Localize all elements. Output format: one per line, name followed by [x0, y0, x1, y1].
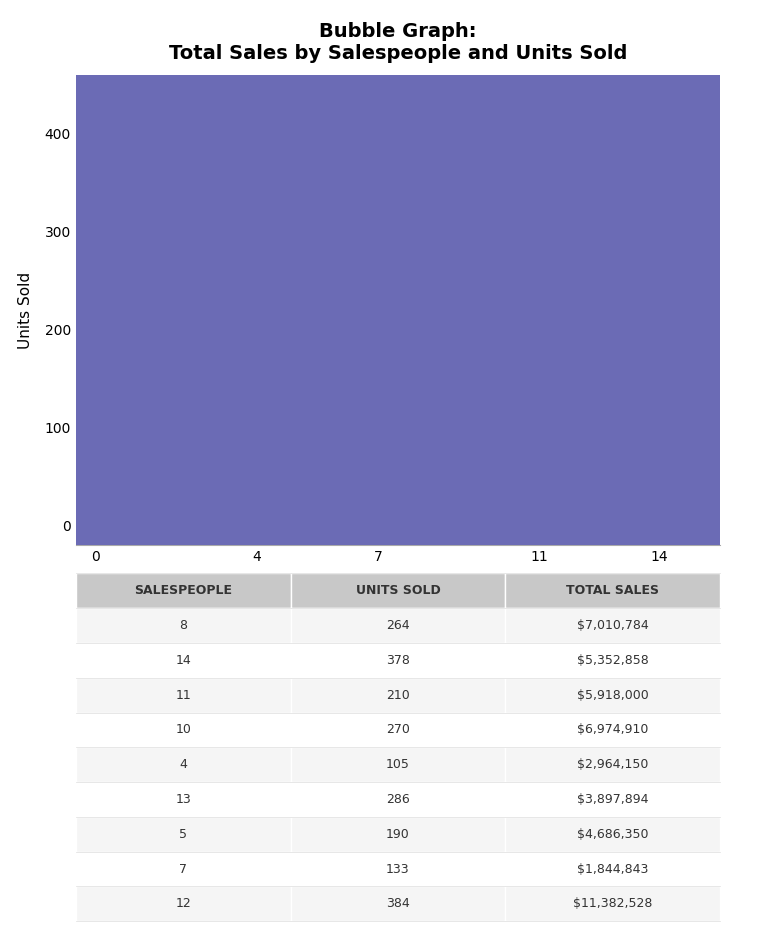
FancyBboxPatch shape	[506, 713, 720, 747]
FancyBboxPatch shape	[290, 713, 506, 747]
Text: 13: 13	[175, 793, 191, 806]
Point	[412, 259, 424, 274]
FancyBboxPatch shape	[76, 852, 290, 886]
Text: $6,974,910: $6,974,910	[577, 724, 648, 736]
FancyBboxPatch shape	[506, 678, 720, 713]
Text: $4,686,350: $4,686,350	[577, 828, 648, 840]
Text: 10: 10	[175, 724, 191, 736]
Point	[493, 254, 505, 269]
FancyBboxPatch shape	[290, 852, 506, 886]
FancyBboxPatch shape	[506, 747, 720, 782]
FancyBboxPatch shape	[76, 817, 290, 852]
FancyBboxPatch shape	[506, 852, 720, 886]
Text: 7: 7	[179, 863, 187, 875]
Text: 286: 286	[386, 793, 410, 806]
FancyBboxPatch shape	[290, 573, 506, 608]
FancyBboxPatch shape	[506, 886, 720, 921]
Text: 384: 384	[386, 898, 410, 910]
FancyBboxPatch shape	[290, 817, 506, 852]
FancyBboxPatch shape	[290, 782, 506, 817]
Text: $7,010,784: $7,010,784	[577, 619, 649, 632]
Title: Bubble Graph:
Total Sales by Salespeople and Units Sold: Bubble Graph: Total Sales by Salespeople…	[169, 22, 627, 63]
FancyBboxPatch shape	[290, 643, 506, 678]
Text: $1,844,843: $1,844,843	[577, 863, 648, 875]
Point	[653, 148, 666, 163]
Point	[291, 332, 303, 347]
FancyBboxPatch shape	[76, 608, 290, 643]
FancyBboxPatch shape	[290, 886, 506, 921]
FancyBboxPatch shape	[290, 608, 506, 643]
FancyBboxPatch shape	[76, 643, 290, 678]
Text: 190: 190	[386, 828, 410, 840]
Text: $2,964,150: $2,964,150	[577, 759, 648, 771]
Text: 270: 270	[386, 724, 410, 736]
Text: 11: 11	[175, 689, 191, 701]
FancyBboxPatch shape	[76, 747, 290, 782]
FancyBboxPatch shape	[290, 747, 506, 782]
FancyBboxPatch shape	[506, 608, 720, 643]
FancyBboxPatch shape	[76, 782, 290, 817]
Text: 4: 4	[179, 759, 187, 771]
FancyBboxPatch shape	[506, 643, 720, 678]
Text: $11,382,528: $11,382,528	[573, 898, 653, 910]
FancyBboxPatch shape	[506, 573, 720, 608]
Point	[251, 415, 263, 431]
Text: 264: 264	[386, 619, 410, 632]
FancyBboxPatch shape	[506, 817, 720, 852]
Text: 12: 12	[175, 898, 191, 910]
Text: $5,918,000: $5,918,000	[577, 689, 649, 701]
FancyBboxPatch shape	[76, 573, 290, 608]
Point	[573, 142, 585, 157]
Text: 210: 210	[386, 689, 410, 701]
X-axis label: Salespeople: Salespeople	[352, 575, 444, 590]
Text: UNITS SOLD: UNITS SOLD	[356, 585, 440, 597]
Y-axis label: Units Sold: Units Sold	[18, 272, 33, 349]
Text: 5: 5	[179, 828, 187, 840]
Text: $3,897,894: $3,897,894	[577, 793, 648, 806]
Text: TOTAL SALES: TOTAL SALES	[566, 585, 659, 597]
Point	[533, 312, 545, 327]
FancyBboxPatch shape	[290, 678, 506, 713]
Text: 14: 14	[175, 654, 191, 666]
Point	[371, 388, 384, 403]
Text: SALESPEOPLE: SALESPEOPLE	[134, 585, 232, 597]
Text: 8: 8	[179, 619, 187, 632]
Text: 105: 105	[386, 759, 410, 771]
Text: 378: 378	[386, 654, 410, 666]
FancyBboxPatch shape	[76, 713, 290, 747]
FancyBboxPatch shape	[76, 886, 290, 921]
Point	[613, 238, 625, 253]
Text: 133: 133	[386, 863, 410, 875]
Text: $5,352,858: $5,352,858	[577, 654, 649, 666]
FancyBboxPatch shape	[506, 782, 720, 817]
FancyBboxPatch shape	[76, 678, 290, 713]
